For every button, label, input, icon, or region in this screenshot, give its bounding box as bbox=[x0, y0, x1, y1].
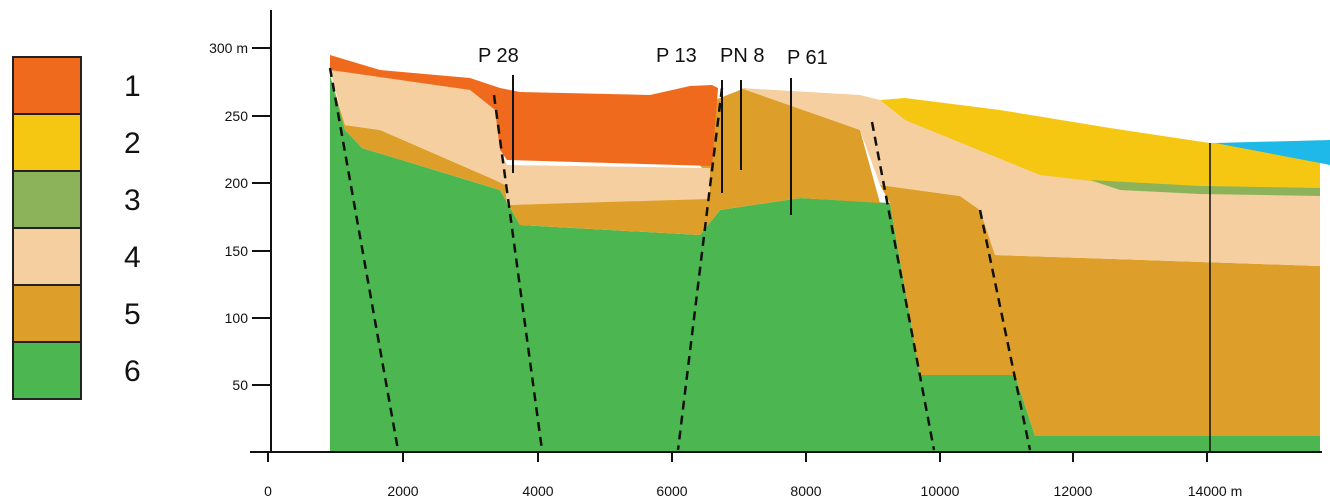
x-tick-label: 0 bbox=[264, 483, 272, 499]
faults bbox=[328, 67, 1032, 451]
legend-swatch-2 bbox=[12, 113, 82, 172]
legend: 1 2 3 4 5 6 bbox=[12, 56, 141, 400]
y-tick-label: 250 bbox=[225, 108, 249, 124]
fault-line bbox=[870, 121, 936, 451]
legend-label-1: 1 bbox=[124, 70, 141, 103]
legend-swatch-5 bbox=[12, 284, 82, 343]
layer-4-west bbox=[330, 70, 710, 205]
well-label-p61: P 61 bbox=[787, 47, 828, 69]
legend-label-6: 6 bbox=[124, 355, 141, 388]
legend-swatch-3 bbox=[12, 170, 82, 229]
y-tick-label: 50 bbox=[232, 377, 248, 393]
legend-label-2: 2 bbox=[124, 127, 141, 160]
x-tick-label: 6000 bbox=[656, 483, 687, 499]
water-body bbox=[1215, 140, 1330, 165]
legend-label-3: 3 bbox=[124, 184, 141, 217]
fault-line bbox=[978, 209, 1032, 451]
layer-3-thin bbox=[1090, 180, 1320, 196]
x-tick-label: 8000 bbox=[790, 483, 821, 499]
x-tick-label: 2000 bbox=[387, 483, 418, 499]
legend-label-5: 5 bbox=[124, 298, 141, 331]
x-tick-label: 10000 bbox=[921, 483, 960, 499]
y-tick-label: 300 m bbox=[209, 40, 248, 56]
layer-1-orange-west bbox=[330, 55, 718, 166]
well-label-pn8: PN 8 bbox=[720, 45, 764, 67]
y-tick-label: 200 bbox=[225, 175, 249, 191]
x-tick-label: 4000 bbox=[522, 483, 553, 499]
strata bbox=[330, 55, 1330, 452]
x-tick-label: 14000 m bbox=[1188, 483, 1242, 499]
layer-4-mid bbox=[740, 88, 1320, 266]
well-label-p28: P 28 bbox=[478, 45, 519, 67]
y-tick-label: 100 bbox=[225, 310, 249, 326]
layer-5-west-block bbox=[330, 75, 880, 235]
legend-swatch-6 bbox=[12, 341, 82, 400]
axes bbox=[250, 10, 1322, 462]
well-label-p13: P 13 bbox=[656, 45, 697, 67]
fault-line bbox=[676, 87, 724, 451]
legend-label-4: 4 bbox=[124, 241, 141, 274]
layer-6-basement bbox=[330, 75, 1320, 452]
x-tick-label: 12000 bbox=[1054, 483, 1093, 499]
y-tick-label: 150 bbox=[225, 243, 249, 259]
legend-swatch-4 bbox=[12, 227, 82, 286]
fault-line bbox=[328, 67, 400, 451]
legend-swatch-1 bbox=[12, 56, 82, 115]
wells bbox=[512, 75, 1211, 452]
